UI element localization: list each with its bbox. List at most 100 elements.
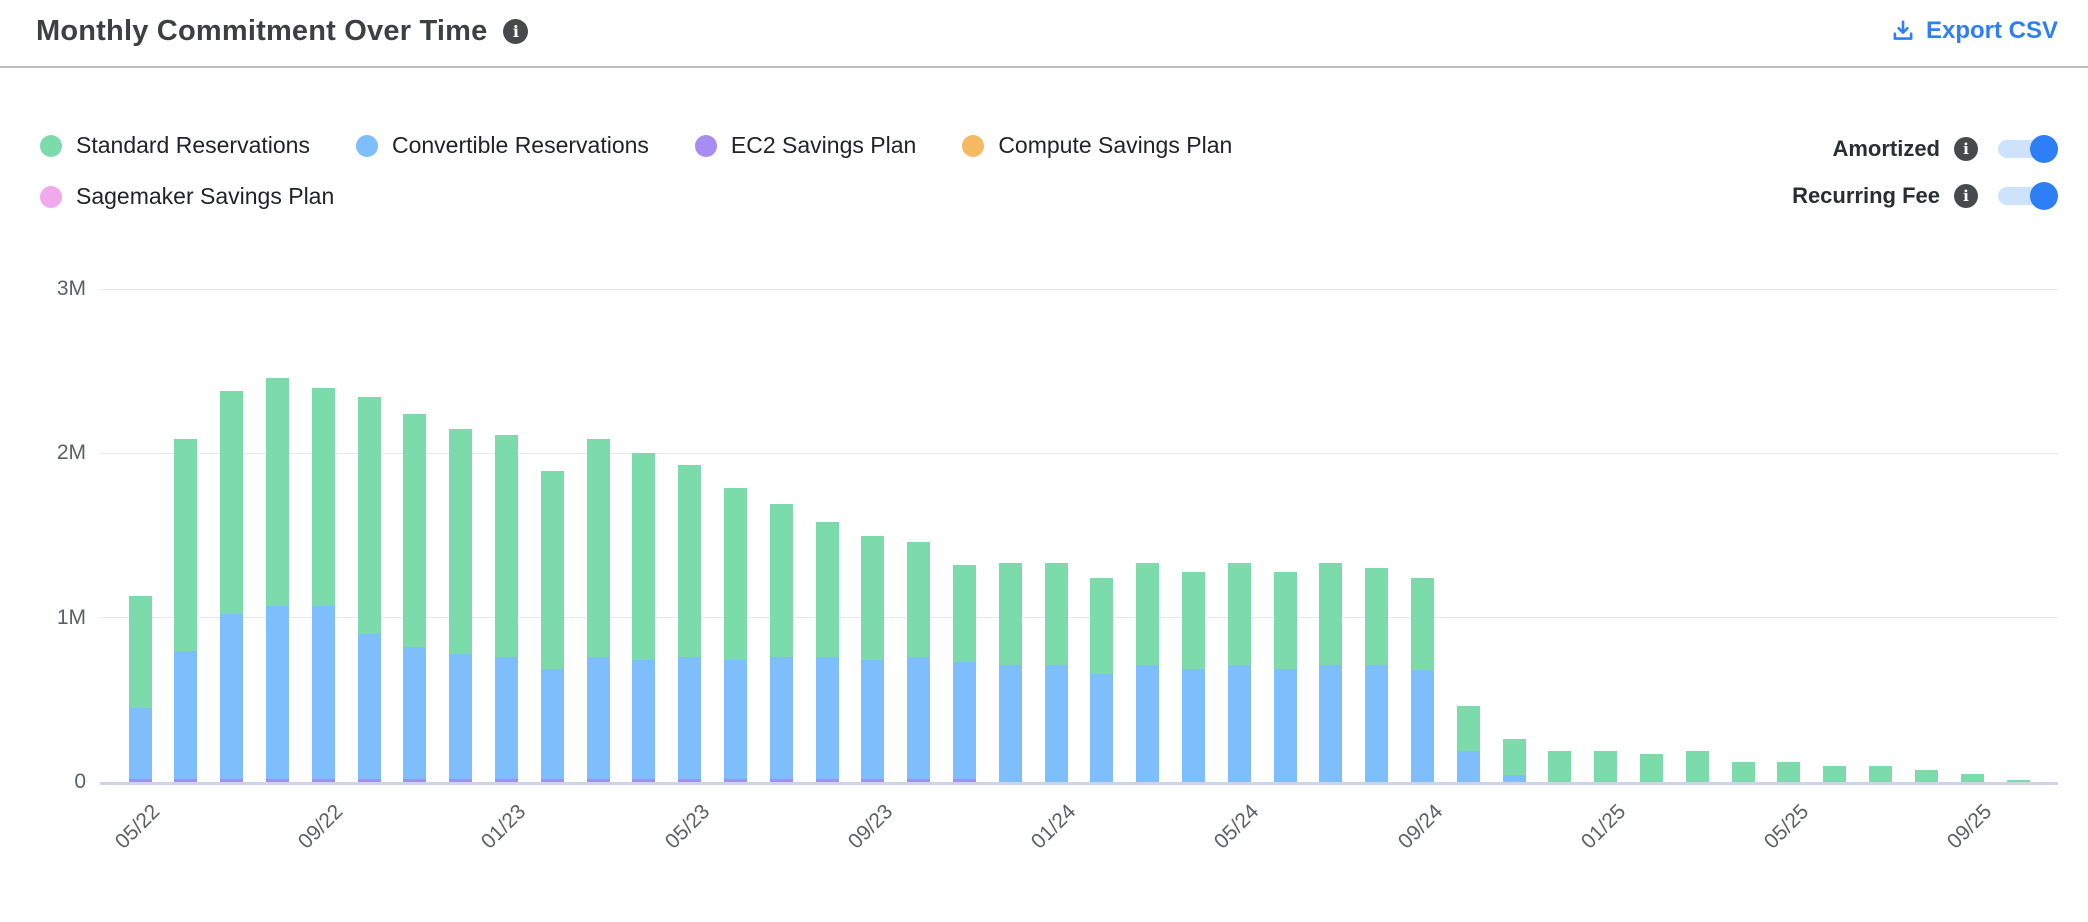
bar-segment-11/24-convertible-reservations[interactable] bbox=[1502, 775, 1526, 782]
legend-item-convertible-reservations[interactable]: Convertible Reservations bbox=[355, 132, 649, 159]
bar-segment-10/24-standard-reservations[interactable] bbox=[1456, 706, 1480, 751]
bar-segment-09/23-convertible-reservations[interactable] bbox=[861, 660, 885, 779]
legend-item-sagemaker-savings-plan[interactable]: Sagemaker Savings Plan bbox=[40, 183, 334, 210]
bar-segment-09/25-standard-reservations[interactable] bbox=[1960, 773, 1984, 782]
bar-segment-10/23-ec2-savings-plan[interactable] bbox=[907, 778, 931, 782]
bar-segment-12/22-standard-reservations[interactable] bbox=[449, 428, 473, 654]
bar-segment-07/22-standard-reservations[interactable] bbox=[220, 390, 244, 615]
bar-segment-11/23-convertible-reservations[interactable] bbox=[952, 662, 976, 779]
bar-segment-01/23-standard-reservations[interactable] bbox=[494, 435, 518, 658]
bar-segment-07/23-convertible-reservations[interactable] bbox=[769, 657, 793, 779]
bar-segment-07/23-ec2-savings-plan[interactable] bbox=[769, 778, 793, 782]
bar-segment-12/22-convertible-reservations[interactable] bbox=[449, 653, 473, 779]
bar-segment-06/23-convertible-reservations[interactable] bbox=[723, 660, 747, 779]
bar-segment-01/25-standard-reservations[interactable] bbox=[1594, 750, 1618, 782]
bar-segment-12/23-convertible-reservations[interactable] bbox=[998, 665, 1022, 782]
bar-segment-06/24-standard-reservations[interactable] bbox=[1273, 571, 1297, 669]
bar-segment-11/22-convertible-reservations[interactable] bbox=[403, 647, 427, 779]
bar-segment-06/25-standard-reservations[interactable] bbox=[1823, 765, 1847, 782]
bar-segment-10/23-convertible-reservations[interactable] bbox=[907, 657, 931, 779]
bar-segment-06/23-ec2-savings-plan[interactable] bbox=[723, 778, 747, 782]
bar-segment-09/22-standard-reservations[interactable] bbox=[311, 387, 335, 607]
bar-segment-10/22-standard-reservations[interactable] bbox=[357, 397, 381, 635]
bar-segment-08/22-convertible-reservations[interactable] bbox=[265, 606, 289, 779]
bar-segment-11/23-standard-reservations[interactable] bbox=[952, 565, 976, 663]
bar-segment-03/24-standard-reservations[interactable] bbox=[1136, 563, 1160, 666]
bar-segment-08/24-convertible-reservations[interactable] bbox=[1365, 665, 1389, 782]
bar-segment-09/23-standard-reservations[interactable] bbox=[861, 535, 885, 661]
bar-segment-02/24-standard-reservations[interactable] bbox=[1090, 578, 1114, 674]
bar-segment-06/22-standard-reservations[interactable] bbox=[174, 438, 198, 651]
bar-segment-03/24-convertible-reservations[interactable] bbox=[1136, 665, 1160, 782]
bar-segment-10/22-ec2-savings-plan[interactable] bbox=[357, 778, 381, 782]
bar-segment-08/23-ec2-savings-plan[interactable] bbox=[815, 778, 839, 782]
bar-segment-02/23-ec2-savings-plan[interactable] bbox=[540, 778, 564, 782]
bar-segment-09/24-convertible-reservations[interactable] bbox=[1411, 670, 1435, 782]
amortized-toggle[interactable] bbox=[1998, 135, 2058, 163]
bar-segment-03/23-standard-reservations[interactable] bbox=[586, 438, 610, 658]
bar-segment-12/22-ec2-savings-plan[interactable] bbox=[449, 778, 473, 782]
bar-segment-11/23-ec2-savings-plan[interactable] bbox=[952, 778, 976, 782]
bar-segment-05/24-convertible-reservations[interactable] bbox=[1227, 665, 1251, 782]
bar-segment-04/24-convertible-reservations[interactable] bbox=[1182, 668, 1205, 782]
title-info-icon[interactable]: i bbox=[503, 19, 529, 44]
legend-item-standard-reservations[interactable]: Standard Reservations bbox=[40, 132, 310, 159]
bar-segment-11/22-standard-reservations[interactable] bbox=[403, 413, 427, 648]
bar-segment-02/23-standard-reservations[interactable] bbox=[540, 471, 564, 669]
bar-segment-05/23-ec2-savings-plan[interactable] bbox=[678, 778, 702, 782]
bar-segment-05/25-standard-reservations[interactable] bbox=[1777, 762, 1801, 782]
bar-segment-08/22-ec2-savings-plan[interactable] bbox=[265, 778, 289, 782]
bar-segment-08/23-convertible-reservations[interactable] bbox=[815, 657, 839, 779]
bar-segment-11/24-standard-reservations[interactable] bbox=[1502, 739, 1526, 776]
bar-segment-06/24-convertible-reservations[interactable] bbox=[1273, 668, 1297, 782]
bar-segment-10/23-standard-reservations[interactable] bbox=[907, 542, 931, 658]
legend-item-ec2-savings-plan[interactable]: EC2 Savings Plan bbox=[694, 132, 916, 159]
bar-segment-08/24-standard-reservations[interactable] bbox=[1365, 568, 1389, 666]
bar-segment-01/23-ec2-savings-plan[interactable] bbox=[494, 778, 518, 782]
bar-segment-05/22-ec2-savings-plan[interactable] bbox=[128, 778, 152, 782]
bar-segment-03/25-standard-reservations[interactable] bbox=[1685, 750, 1709, 782]
bar-segment-04/23-ec2-savings-plan[interactable] bbox=[632, 778, 656, 782]
bar-segment-09/22-ec2-savings-plan[interactable] bbox=[311, 778, 335, 782]
bar-segment-01/24-convertible-reservations[interactable] bbox=[1044, 665, 1068, 782]
recurring-fee-toggle[interactable] bbox=[1998, 182, 2058, 210]
bar-segment-05/22-convertible-reservations[interactable] bbox=[128, 708, 152, 779]
bar-segment-06/23-standard-reservations[interactable] bbox=[723, 487, 747, 661]
bar-segment-08/25-standard-reservations[interactable] bbox=[1914, 770, 1938, 782]
bar-segment-02/24-convertible-reservations[interactable] bbox=[1090, 673, 1114, 782]
legend-item-compute-savings-plan[interactable]: Compute Savings Plan bbox=[962, 132, 1232, 159]
bar-segment-09/23-ec2-savings-plan[interactable] bbox=[861, 778, 885, 782]
bar-segment-10/24-convertible-reservations[interactable] bbox=[1456, 750, 1480, 782]
bar-segment-04/24-standard-reservations[interactable] bbox=[1182, 571, 1205, 669]
bar-segment-10/25-standard-reservations[interactable] bbox=[2006, 779, 2030, 782]
bar-segment-06/22-convertible-reservations[interactable] bbox=[174, 650, 198, 779]
bar-segment-02/25-standard-reservations[interactable] bbox=[1640, 754, 1664, 782]
bar-segment-03/23-ec2-savings-plan[interactable] bbox=[586, 778, 610, 782]
bar-segment-07/22-ec2-savings-plan[interactable] bbox=[220, 778, 244, 782]
bar-segment-09/22-convertible-reservations[interactable] bbox=[311, 606, 335, 779]
bar-segment-04/23-convertible-reservations[interactable] bbox=[632, 660, 656, 779]
bar-segment-05/23-standard-reservations[interactable] bbox=[678, 464, 702, 658]
bar-segment-12/23-standard-reservations[interactable] bbox=[998, 563, 1022, 666]
bar-segment-01/23-convertible-reservations[interactable] bbox=[494, 657, 518, 779]
export-csv-button[interactable]: Export CSV bbox=[1890, 17, 2058, 45]
bar-segment-01/24-standard-reservations[interactable] bbox=[1044, 563, 1068, 666]
bar-segment-07/22-convertible-reservations[interactable] bbox=[220, 614, 244, 779]
amortized-info-icon[interactable]: i bbox=[1954, 137, 1978, 161]
bar-segment-04/25-standard-reservations[interactable] bbox=[1731, 762, 1755, 782]
bar-segment-04/23-standard-reservations[interactable] bbox=[632, 453, 656, 661]
bar-segment-08/23-standard-reservations[interactable] bbox=[815, 522, 839, 658]
bar-segment-07/24-standard-reservations[interactable] bbox=[1319, 563, 1343, 666]
bar-segment-03/23-convertible-reservations[interactable] bbox=[586, 657, 610, 779]
bar-segment-05/24-standard-reservations[interactable] bbox=[1227, 563, 1251, 666]
bar-segment-10/22-convertible-reservations[interactable] bbox=[357, 634, 381, 779]
bar-segment-09/24-standard-reservations[interactable] bbox=[1411, 578, 1435, 671]
bar-segment-11/22-ec2-savings-plan[interactable] bbox=[403, 778, 427, 782]
bar-segment-07/24-convertible-reservations[interactable] bbox=[1319, 665, 1343, 782]
recurring-fee-info-icon[interactable]: i bbox=[1954, 184, 1978, 208]
bar-segment-05/23-convertible-reservations[interactable] bbox=[678, 657, 702, 779]
bar-segment-05/22-standard-reservations[interactable] bbox=[128, 596, 152, 709]
bar-segment-12/24-standard-reservations[interactable] bbox=[1548, 750, 1572, 782]
bar-segment-07/23-standard-reservations[interactable] bbox=[769, 504, 793, 658]
bar-segment-08/22-standard-reservations[interactable] bbox=[265, 377, 289, 607]
